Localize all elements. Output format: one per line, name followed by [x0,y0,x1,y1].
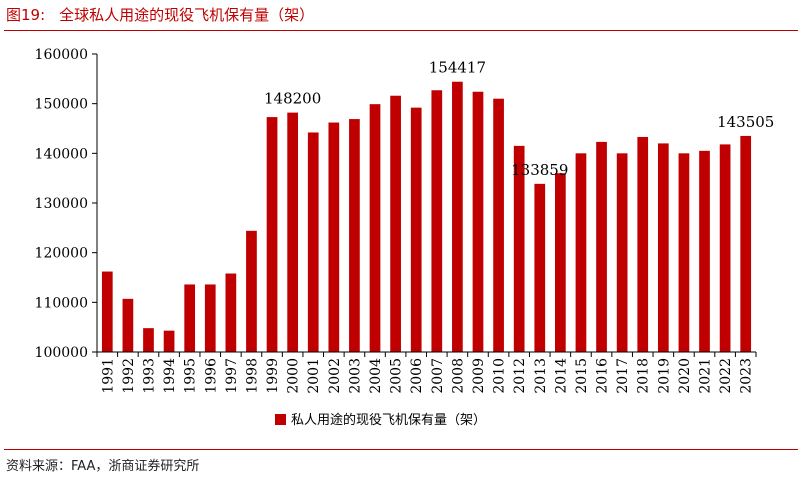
legend-swatch [275,414,286,425]
bar [637,136,649,352]
bar-chart: 100000 110000 120000 130000 140000 150000 1600… [35,47,775,428]
bar [472,91,484,352]
bar [452,81,463,353]
x-tick-label: 1991 [100,358,116,394]
bar [143,328,154,352]
x-tick-label: 1996 [203,358,219,394]
x-tick-label: 2007 [430,358,446,394]
x-tick-label: 1999 [265,358,281,394]
y-tick-label: 100000 [35,345,88,361]
y-axis: 100000 110000 120000 130000 140000 150000 1600… [35,47,98,361]
y-tick-label: 110000 [35,295,88,311]
y-tick-label: 120000 [35,246,88,262]
bar [266,117,278,353]
legend-label: 私人用途的现役飞机保有量（架） [291,412,486,428]
x-tick-label: 2019 [656,358,672,394]
bar [699,150,710,352]
bar [287,112,298,353]
x-tick-label: 2005 [389,358,405,394]
x-tick-label: 2000 [286,358,302,394]
data-label: 143505 [717,113,774,131]
x-tick-label: 2003 [347,358,363,394]
bar [431,90,443,353]
bar [410,107,422,352]
bottom-rule [4,449,798,450]
bar [740,135,752,352]
bar [246,230,257,352]
x-tick-label: 2008 [450,358,466,394]
x-tick-label: 2004 [368,358,384,394]
x-tick-label: 2018 [636,358,652,394]
x-tick-label: 1993 [141,358,157,394]
bar [596,141,607,352]
bar [349,119,360,353]
bar [225,273,237,352]
x-tick-label: 2002 [327,358,343,394]
x-tick-label: 2017 [615,358,631,394]
bar [616,153,628,352]
x-tick-label: 1997 [224,358,240,394]
bar [575,153,587,352]
bar [101,271,113,352]
x-tick-label: 2009 [471,358,487,394]
legend: 私人用途的现役飞机保有量（架） [275,412,486,428]
y-tick-label: 150000 [35,97,88,113]
y-tick-label: 160000 [35,47,88,63]
figure-title: 图19: 全球私人用途的现役飞机保有量（架） [6,4,314,25]
bar [163,330,175,352]
bar [184,284,196,352]
x-tick-label: 2021 [698,358,714,394]
x-tick-label: 2010 [492,358,508,394]
x-tick-label: 2013 [533,358,549,394]
x-tick-label: 1995 [183,358,199,394]
bar [657,143,669,352]
bar [122,298,134,352]
bar [204,284,216,352]
bar [328,122,340,352]
bars [101,81,752,353]
data-labels: 148200 154417 133859 143505 [264,59,774,179]
x-tick-label: 1998 [244,358,260,394]
source-note: 资料来源：FAA，浙商证券研究所 [6,459,200,474]
y-tick-label: 140000 [35,146,88,162]
x-tick-label: 2020 [677,358,693,394]
bar [555,173,566,352]
top-rule [4,30,798,31]
x-tick-label: 1994 [162,358,178,394]
bar [513,145,525,352]
x-tick-label: 2022 [718,358,734,394]
x-axis: 1991 1992 1993 1994 1995 1996 1997 1998 1999 2000… [96,351,757,394]
bar [307,132,319,352]
bar [390,95,401,352]
bar [534,183,546,352]
y-tick-label: 130000 [35,196,88,212]
figure-title-text: 全球私人用途的现役飞机保有量（架） [59,6,315,24]
data-label: 133859 [511,161,568,179]
x-tick-label: 2012 [512,358,528,394]
data-label: 154417 [429,59,486,77]
bar [493,98,504,352]
bar [678,153,690,352]
data-label: 148200 [264,90,321,108]
x-tick-label: 2001 [306,358,322,394]
bar [369,104,381,352]
x-tick-label: 2023 [739,358,755,394]
x-tick-label: 2006 [409,358,425,394]
x-tick-label: 2014 [553,358,569,394]
x-tick-label: 2015 [574,358,590,394]
bar [719,144,731,352]
x-tick-label: 1992 [121,358,137,394]
figure-number: 图19: [6,6,46,24]
x-tick-label: 2016 [595,358,611,394]
